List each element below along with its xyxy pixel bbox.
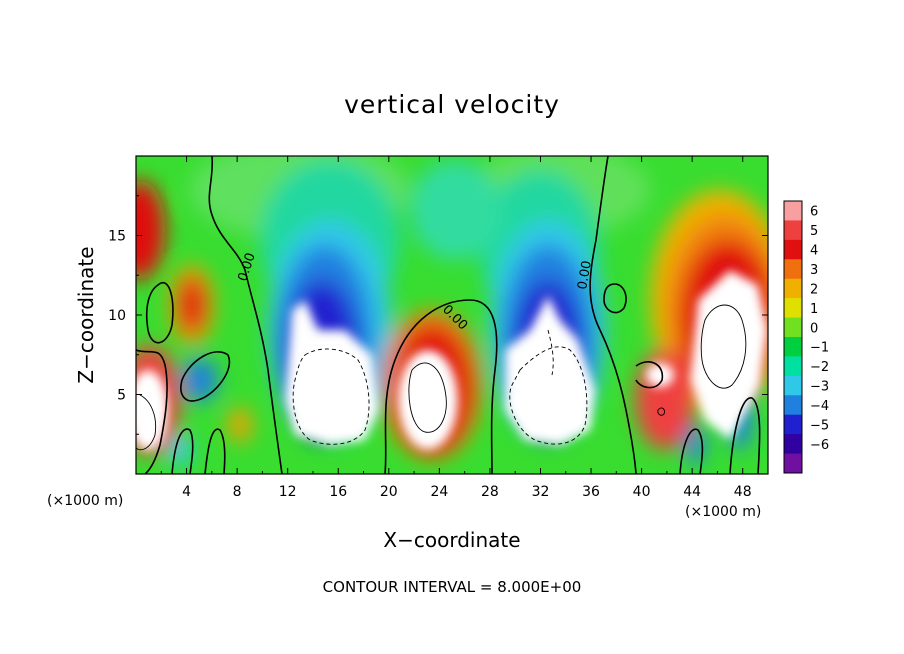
field-region [136,180,165,280]
contour-line [603,283,627,314]
contour-interval-footer: CONTOUR INTERVAL = 8.000E+00 [323,578,582,596]
colorbar-label: −3 [810,380,829,395]
x-tick-label: 44 [683,484,701,500]
x-unit-right: (×1000 m) [685,504,761,520]
contour-line [635,361,664,389]
contour-line [729,397,761,474]
x-tick-label: 24 [430,484,448,500]
colorbar-label: −5 [810,418,829,433]
x-tick-label: 4 [182,484,191,500]
colorbar-swatch [784,434,802,455]
colorbar-swatch [784,356,802,377]
x-unit-left: (×1000 m) [47,493,123,509]
contour-label: 0.00 [575,260,595,291]
y-tick-label: 15 [108,229,126,245]
colorbar-swatch [784,201,802,221]
colorbar-label: −1 [810,341,829,356]
field-region [136,370,168,450]
field-region [168,434,192,466]
x-tick-label: 40 [633,484,651,500]
colorbar-frame [783,200,803,474]
colorbar-swatch [784,298,802,319]
field-region [646,363,674,387]
x-tick-label: 36 [582,484,600,500]
contour-line [700,304,747,389]
contour-line [408,362,447,433]
field-region [228,407,252,443]
contour-line [136,394,157,451]
colorbar-label: 1 [810,302,818,317]
contour-line [136,349,168,474]
x-tick-label: 20 [380,484,398,500]
contour-line [180,351,231,402]
colorbar-swatch [784,259,802,280]
x-tick-label: 16 [329,484,347,500]
colorbar-swatch [784,337,802,357]
colorbar-label: 6 [810,205,818,220]
contour-line [171,428,194,474]
contour-line [208,156,283,474]
field-region [178,277,206,333]
colorbar-swatch [784,414,802,435]
contour-line [292,348,370,445]
colorbar-swatch [784,375,802,396]
x-axis: 4 8 12 16 20 24 28 32 36 40 44 48 [160,156,752,500]
contour-line [547,329,554,376]
colorbar-swatch [784,317,802,338]
colorbar-swatch [784,278,802,299]
colorbar-label: 0 [810,321,818,336]
x-tick-label: 48 [734,484,752,500]
field-region [398,350,458,450]
colorbar-label: 3 [810,263,818,278]
x-tick-label: 32 [532,484,550,500]
x-tick-label: 28 [481,484,499,500]
colorbar: 6 5 4 3 2 1 0 −1 −2 −3 −4 −5 −6 [783,200,829,474]
colorbar-label: 2 [810,282,818,297]
colorbar-label: −4 [810,399,829,414]
contour-line [384,299,498,474]
colorbar-label: −2 [810,360,829,375]
contour-line [657,407,665,416]
field-region [285,300,378,445]
colorbar-swatch [784,453,802,474]
contour-line [679,428,704,474]
contour-line [509,346,588,445]
y-tick-label: 10 [108,308,126,324]
field-region [505,295,595,445]
colorbar-swatch [784,239,802,260]
x-tick-label: 8 [233,484,242,500]
y-axis: 5 10 15 [108,195,768,435]
colorbar-label: 5 [810,224,818,239]
contour-line [589,156,637,474]
y-tick-label: 5 [117,388,126,404]
x-tick-label: 12 [279,484,297,500]
colorbar-swatch [784,395,802,416]
field-region [410,160,500,260]
velocity-field: 0.00 0.00 0.00 [136,156,768,474]
colorbar-swatch [784,220,802,241]
colorbar-label: −6 [810,438,829,453]
colorbar-label: 4 [810,244,818,259]
x-axis-label: X−coordinate [383,528,520,552]
field-region [182,358,218,402]
contour-line [145,282,174,344]
contour-line [204,428,226,474]
y-axis-label: Z−coordinate [74,246,98,383]
chart-title: vertical velocity [344,90,560,119]
